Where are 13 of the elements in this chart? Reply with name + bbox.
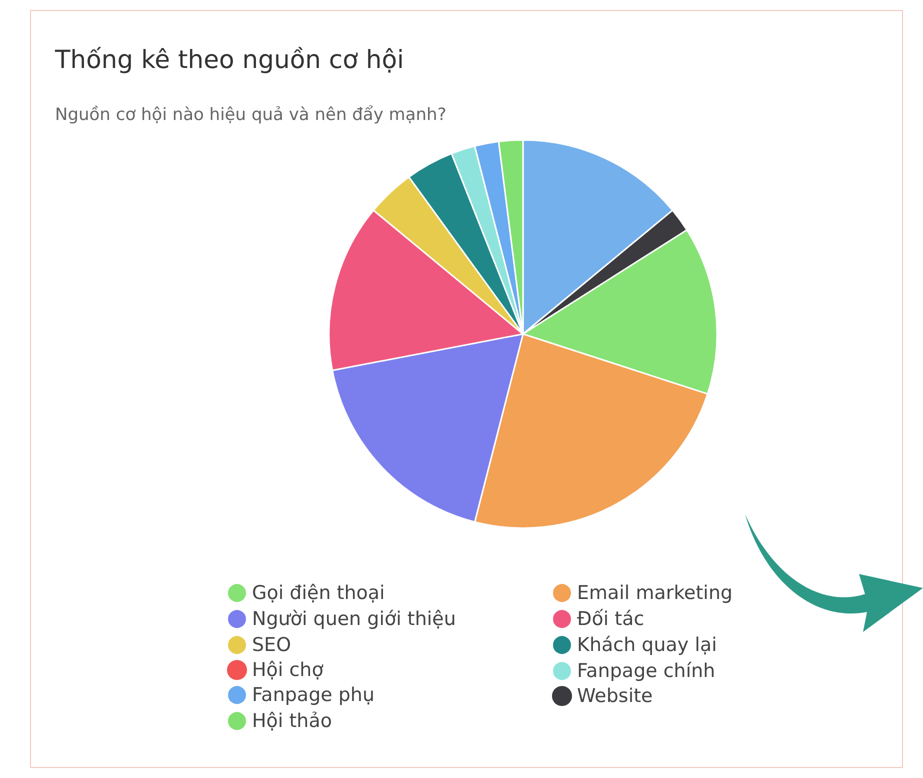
legend-label: Hội thảo	[252, 710, 332, 732]
legend-label: SEO	[252, 634, 292, 656]
legend-label: Fanpage phụ	[252, 684, 375, 706]
legend-label: Gọi điện thoại	[252, 582, 385, 604]
legend-label: Người quen giới thiệu	[252, 608, 456, 630]
legend-label: Email marketing	[577, 582, 733, 604]
legend-label: Hội chợ	[252, 659, 324, 681]
legend-label: Đối tác	[577, 608, 644, 630]
legend-label: Website	[577, 685, 653, 707]
legend-label: Khách quay lại	[577, 634, 717, 656]
chart-subtitle: Nguồn cơ hội nào hiệu quả và nên đẩy mạnh?	[55, 105, 446, 125]
legend-label: Fanpage chính	[577, 660, 716, 682]
chart-title: Thống kê theo nguồn cơ hội	[55, 45, 404, 74]
